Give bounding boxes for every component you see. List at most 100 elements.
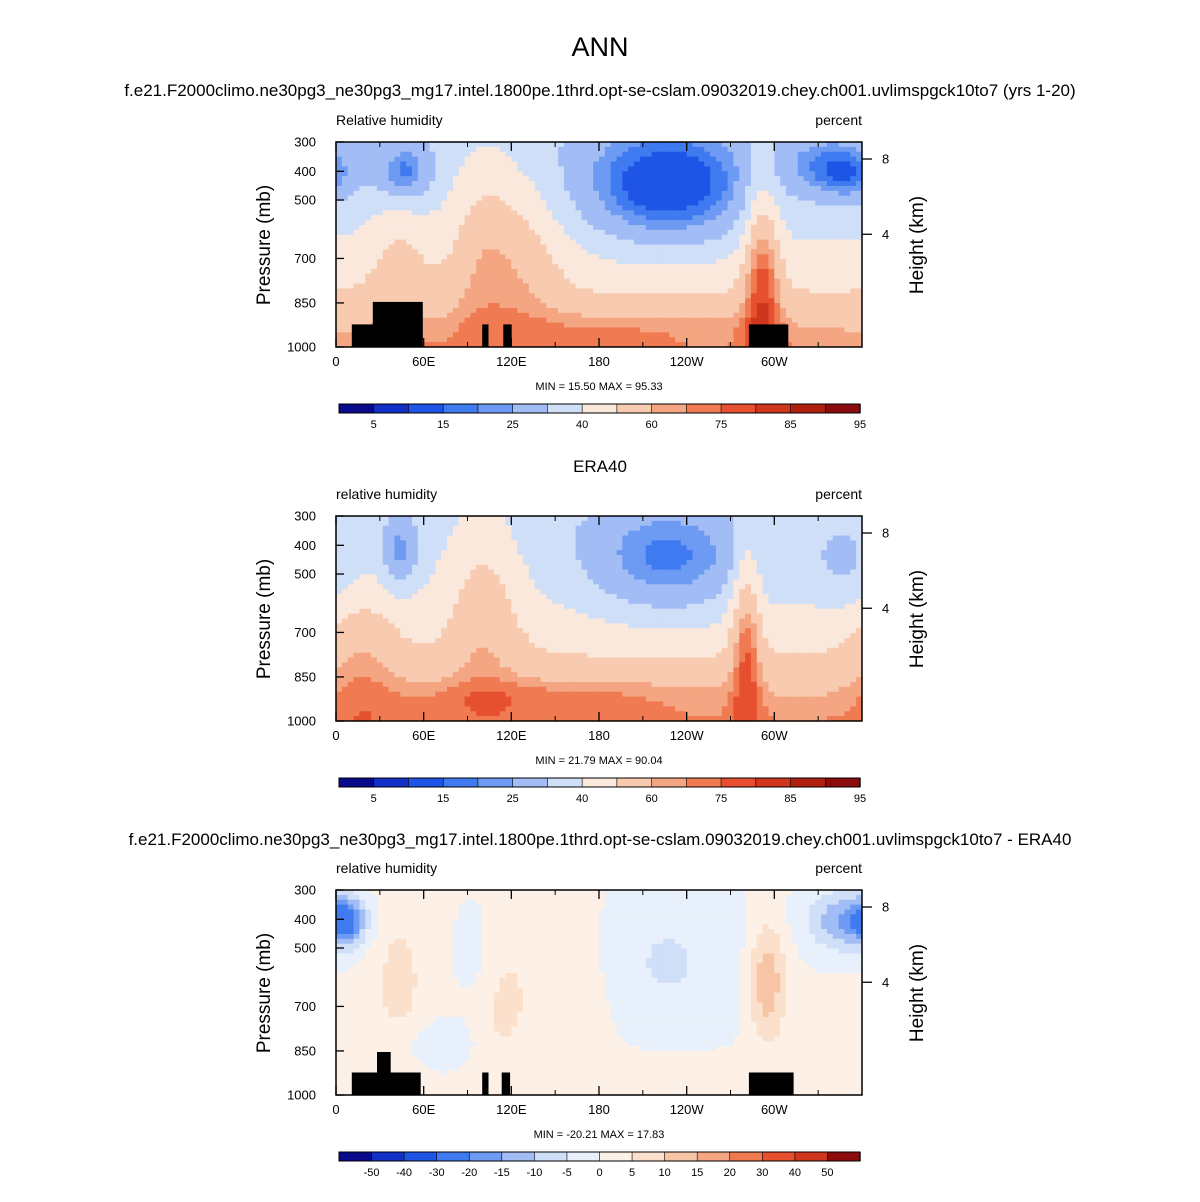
contour-cell (476, 244, 483, 250)
contour-cell (832, 151, 840, 158)
contour-cell (745, 540, 752, 546)
contour-cell (482, 146, 489, 153)
contour-cell (599, 268, 606, 275)
contour-cell (569, 273, 577, 280)
contour-cell (616, 156, 623, 163)
contour-cell (353, 307, 360, 314)
contour-cell (657, 520, 664, 527)
contour-cell (493, 530, 501, 537)
contour-cell (336, 200, 343, 207)
contour-cell (411, 244, 419, 250)
contour-cell (797, 224, 805, 231)
contour-cell (774, 550, 781, 556)
contour-cell (844, 234, 851, 241)
contour-cell (575, 210, 583, 216)
colorbar-swatch (373, 403, 410, 414)
contour-cell (599, 239, 606, 246)
contour-cell (809, 520, 816, 527)
contour-cell (762, 259, 770, 265)
contour-cell (546, 268, 553, 275)
contour-cell (558, 317, 565, 324)
contour-cell (774, 520, 781, 527)
contour-cell (856, 293, 862, 299)
contour-cell (452, 190, 460, 197)
contour-cell (710, 215, 717, 221)
contour-cell (768, 303, 775, 309)
contour-cell (786, 142, 793, 148)
contour-cell (692, 268, 699, 275)
contour-cell (341, 288, 349, 294)
contour-cell (686, 278, 694, 285)
contour-cell (604, 288, 612, 294)
contour-cell (692, 224, 699, 231)
contour-cell (733, 195, 740, 202)
contour-cell (739, 205, 746, 211)
contour-cell (756, 239, 764, 246)
contour-cell (604, 535, 612, 541)
contour-cell (534, 185, 542, 192)
contour-cell (844, 525, 851, 532)
contour-cell (523, 525, 530, 532)
contour-cell (575, 550, 583, 556)
contour-cell (791, 234, 799, 241)
contour-cell (768, 259, 775, 265)
contour-cell (645, 142, 653, 148)
contour-cell (674, 322, 682, 329)
contour-cell (756, 142, 764, 148)
contour-cell (505, 195, 512, 202)
contour-cell (704, 259, 711, 265)
contour-cell (768, 293, 775, 299)
contour-cell (622, 220, 629, 226)
contour-cell (850, 220, 857, 226)
contour-cell (610, 303, 618, 309)
contour-cell (733, 249, 740, 255)
contour-cell (610, 254, 618, 260)
contour-cell (417, 264, 425, 270)
contour-cell (482, 156, 489, 163)
contour-cell (552, 283, 559, 290)
contour-cell (411, 156, 419, 163)
contour-cell (388, 520, 396, 527)
contour-cell (376, 259, 384, 265)
contour-cell (400, 540, 407, 546)
contour-cell (452, 530, 460, 537)
contour-cell (832, 520, 840, 527)
contour-cell (417, 569, 425, 576)
contour-cell (616, 215, 623, 221)
contour-cell (517, 259, 524, 265)
contour-cell (786, 268, 793, 275)
contour-cell (663, 190, 670, 197)
contour-cell (411, 569, 419, 576)
contour-cell (593, 322, 600, 329)
contour-cell (493, 307, 501, 314)
contour-cell (704, 156, 711, 163)
contour-cell (651, 303, 659, 309)
contour-cell (604, 166, 612, 172)
contour-cell (762, 146, 770, 153)
contour-cell (569, 298, 577, 304)
contour-cell (739, 220, 746, 226)
contour-cell (388, 298, 396, 304)
contour-cell (569, 574, 577, 581)
contour-cell (400, 550, 407, 556)
contour-cell (417, 181, 425, 187)
contour-cell (482, 171, 489, 177)
contour-cell (634, 278, 641, 285)
contour-cell (844, 535, 851, 541)
contour-cell (780, 259, 787, 265)
contour-cell (762, 545, 770, 551)
contour-cell (464, 535, 472, 541)
contour-cell (575, 564, 583, 571)
contour-cell (429, 185, 436, 192)
contour-cell (791, 307, 799, 314)
contour-cell (441, 278, 448, 285)
contour-cell (365, 535, 372, 541)
contour-cell (692, 564, 699, 571)
contour-cell (429, 555, 436, 561)
contour-cell (622, 530, 629, 537)
contour-cell (394, 259, 401, 265)
contour-cell (610, 307, 618, 314)
contour-cell (604, 283, 612, 290)
contour-cell (458, 520, 466, 527)
contour-cell (750, 559, 758, 566)
